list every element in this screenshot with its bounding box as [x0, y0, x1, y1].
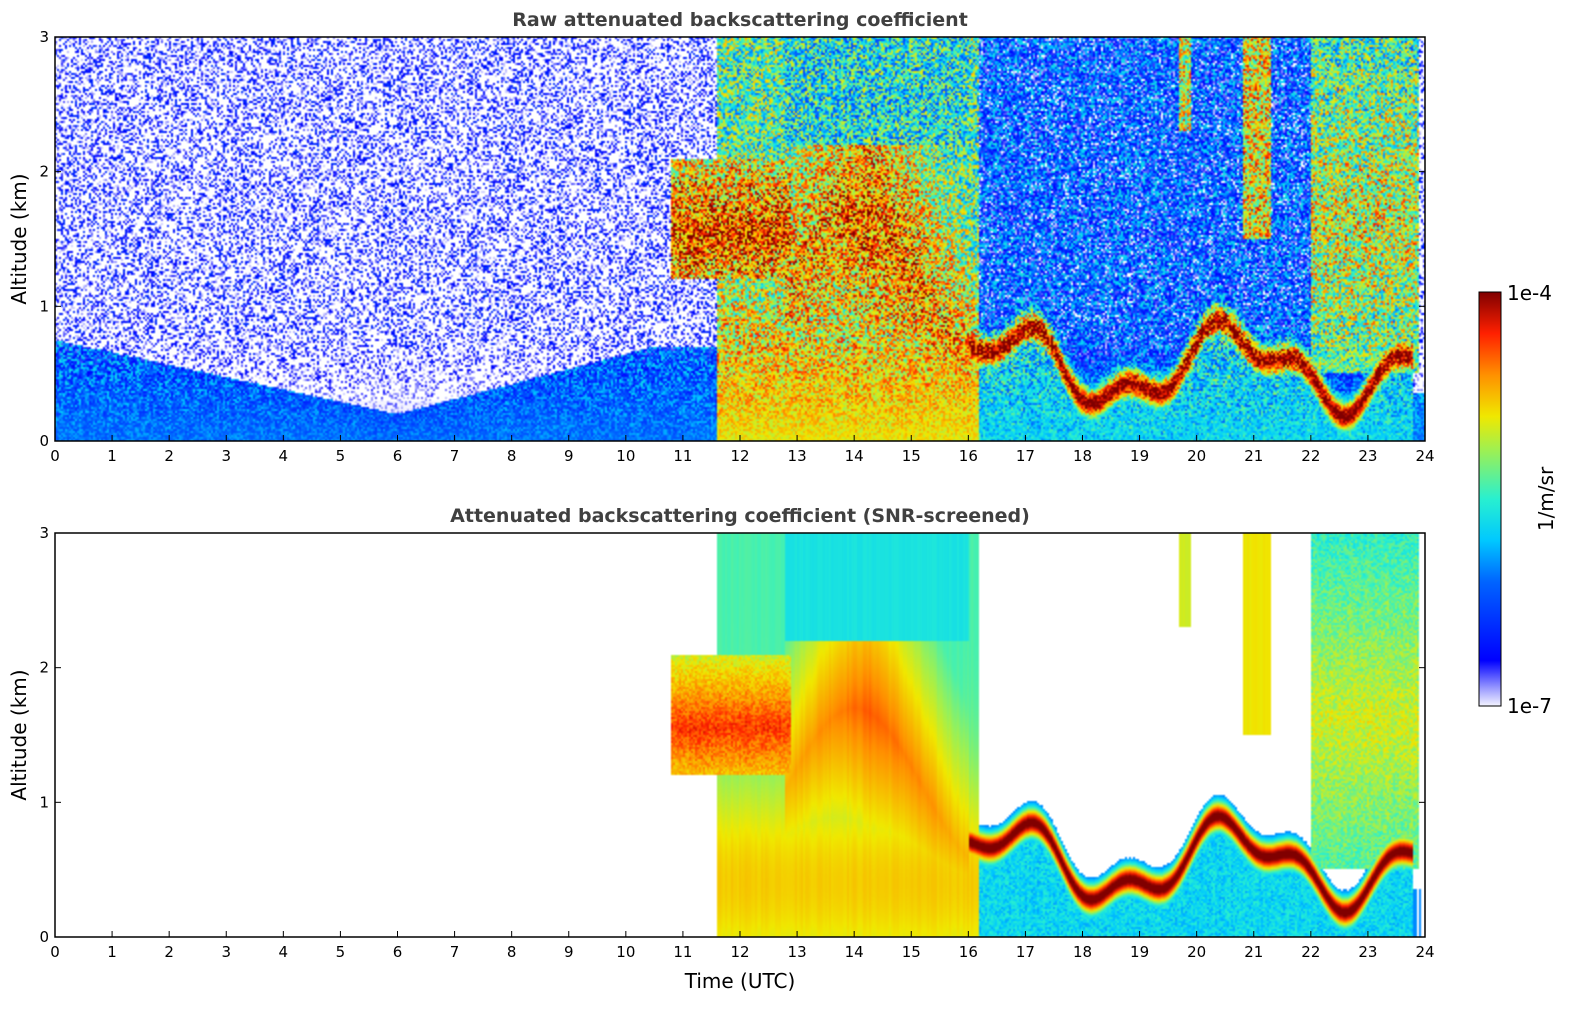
x-tick-label: 22 — [1301, 943, 1320, 961]
x-tick-label: 2 — [164, 943, 174, 961]
y-tick-label: 3 — [39, 524, 49, 542]
x-tick-label: 8 — [507, 447, 517, 465]
x-tick-label: 4 — [279, 447, 289, 465]
x-tick-label: 0 — [50, 943, 60, 961]
colorbar-gradient — [1478, 291, 1502, 707]
y-tick-label: 1 — [39, 297, 49, 315]
x-tick-label: 1 — [107, 447, 117, 465]
x-tick-label: 6 — [393, 943, 403, 961]
colorbar-max-label: 1e-4 — [1507, 281, 1552, 305]
y-tick-label: 1 — [39, 793, 49, 811]
x-tick-label: 11 — [673, 943, 692, 961]
screened-y-ticks: 0 1 2 3 — [39, 524, 1425, 946]
x-tick-label: 20 — [1187, 943, 1206, 961]
y-tick-label: 2 — [39, 659, 49, 677]
raw-panel-title: Raw attenuated backscattering coefficien… — [512, 9, 968, 31]
x-tick-label: 17 — [1016, 447, 1035, 465]
x-tick-label: 3 — [221, 447, 231, 465]
x-tick-label: 0 — [50, 447, 60, 465]
x-tick-label: 7 — [450, 447, 460, 465]
raw-x-ticks: 0 1 2 3 4 5 6 7 8 9 10 11 12 13 14 15 16 17 18 19 20 21 22 23 24 — [50, 435, 1435, 465]
y-tick-label: 0 — [39, 928, 49, 946]
x-tick-label: 12 — [730, 447, 749, 465]
y-tick-label: 0 — [39, 432, 49, 450]
x-tick-label: 15 — [902, 447, 921, 465]
x-tick-label: 23 — [1358, 943, 1377, 961]
x-tick-label: 4 — [279, 943, 289, 961]
x-tick-label: 19 — [1130, 943, 1149, 961]
colorbar: 1e-4 1e-7 1/m/sr — [1478, 281, 1558, 718]
raw-y-ticks: 0 1 2 3 — [39, 28, 1425, 450]
colorbar-unit-label: 1/m/sr — [1534, 466, 1558, 531]
screened-backscatter-heatmap — [55, 533, 1425, 937]
x-tick-label: 22 — [1301, 447, 1320, 465]
x-tick-label: 5 — [336, 447, 346, 465]
x-axis-label: Time (UTC) — [684, 969, 796, 993]
x-tick-label: 6 — [393, 447, 403, 465]
x-tick-label: 21 — [1244, 943, 1263, 961]
x-tick-label: 15 — [902, 943, 921, 961]
x-tick-label: 9 — [564, 943, 574, 961]
x-tick-label: 19 — [1130, 447, 1149, 465]
raw-backscatter-heatmap — [55, 37, 1425, 441]
x-tick-label: 24 — [1415, 943, 1434, 961]
x-tick-label: 20 — [1187, 447, 1206, 465]
x-tick-label: 1 — [107, 943, 117, 961]
x-tick-label: 8 — [507, 943, 517, 961]
x-tick-label: 14 — [845, 447, 864, 465]
x-tick-label: 16 — [959, 943, 978, 961]
x-tick-label: 7 — [450, 943, 460, 961]
x-tick-label: 2 — [164, 447, 174, 465]
x-tick-label: 12 — [730, 943, 749, 961]
x-tick-label: 18 — [1073, 943, 1092, 961]
x-tick-label: 10 — [616, 447, 635, 465]
y-tick-label: 3 — [39, 28, 49, 46]
x-tick-label: 3 — [221, 943, 231, 961]
screened-backscatter-panel: Attenuated backscattering coefficient (S… — [7, 505, 1435, 993]
x-tick-label: 21 — [1244, 447, 1263, 465]
screened-y-axis-label: Altitude (km) — [7, 669, 31, 800]
x-tick-label: 14 — [845, 943, 864, 961]
x-tick-label: 9 — [564, 447, 574, 465]
screened-x-ticks: 0 1 2 3 4 5 6 7 8 9 10 11 12 13 14 15 16 17 18 19 20 21 22 23 24 — [50, 931, 1435, 961]
x-tick-label: 13 — [788, 447, 807, 465]
x-tick-label: 16 — [959, 447, 978, 465]
screened-panel-title: Attenuated backscattering coefficient (S… — [450, 505, 1030, 527]
x-tick-label: 5 — [336, 943, 346, 961]
x-tick-label: 18 — [1073, 447, 1092, 465]
colorbar-min-label: 1e-7 — [1507, 694, 1552, 718]
x-tick-label: 11 — [673, 447, 692, 465]
raw-backscatter-panel: Raw attenuated backscattering coefficien… — [7, 9, 1435, 465]
x-tick-label: 13 — [788, 943, 807, 961]
raw-y-axis-label: Altitude (km) — [7, 173, 31, 304]
x-tick-label: 10 — [616, 943, 635, 961]
x-tick-label: 17 — [1016, 943, 1035, 961]
x-tick-label: 23 — [1358, 447, 1377, 465]
x-tick-label: 24 — [1415, 447, 1434, 465]
y-tick-label: 2 — [39, 163, 49, 181]
